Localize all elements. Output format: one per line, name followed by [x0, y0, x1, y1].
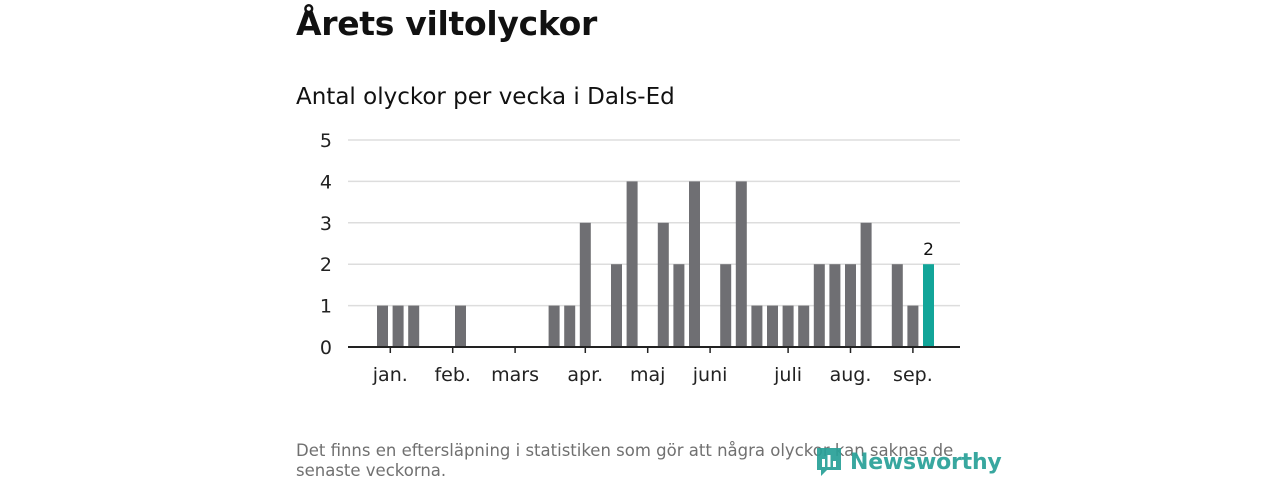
y-tick-label: 0 — [320, 337, 332, 359]
bar — [392, 305, 404, 347]
y-tick-label: 4 — [320, 171, 332, 193]
x-tick-label: jan. — [372, 364, 408, 386]
bar — [564, 305, 576, 347]
newsworthy-icon — [817, 448, 841, 476]
y-tick-label: 2 — [320, 254, 332, 276]
bar — [845, 264, 856, 347]
y-tick-label: 5 — [320, 130, 332, 152]
bar — [720, 264, 732, 347]
bar — [860, 222, 872, 347]
bar — [689, 181, 700, 347]
footnote: Det finns en eftersläpning i statistiken… — [296, 441, 954, 480]
bar — [829, 264, 841, 347]
bar — [907, 305, 919, 347]
page-title: Årets viltolyckor — [296, 4, 597, 43]
bar — [626, 181, 638, 347]
bar — [611, 264, 622, 347]
bar — [782, 305, 794, 347]
y-axis-ticks: 0 1 2 3 4 5 — [320, 130, 332, 359]
x-axis-ticks: jan. feb. mars apr. maj juni juli aug. sep. — [372, 347, 933, 386]
grid-lines — [348, 139, 960, 307]
bar — [735, 181, 747, 347]
bar — [377, 305, 388, 347]
newsworthy-logo[interactable]: Newsworthy — [814, 445, 1002, 479]
x-tick-label: aug. — [830, 364, 872, 386]
bar — [579, 222, 591, 347]
bar — [548, 305, 560, 347]
x-tick-label: juli — [773, 364, 802, 386]
data-label: 2 — [923, 240, 934, 260]
data-labels: 2 — [923, 240, 934, 260]
chart-subtitle: Antal olyckor per vecka i Dals-Ed — [296, 84, 675, 110]
y-tick-label: 3 — [320, 213, 332, 235]
x-tick-label: juni — [692, 364, 728, 386]
bars — [377, 181, 934, 347]
bar — [813, 264, 825, 347]
x-tick-label: maj — [630, 364, 665, 386]
bar — [408, 305, 420, 347]
x-tick-label: apr. — [567, 364, 603, 386]
x-tick-label: feb. — [434, 364, 470, 386]
bar — [673, 264, 685, 347]
y-tick-label: 1 — [320, 296, 332, 318]
bar — [798, 305, 810, 347]
bar-chart: 0 1 2 3 4 5 2 jan. feb. mars apr. maj juni juli aug.… — [320, 130, 960, 386]
bar — [751, 305, 763, 347]
x-tick-label: sep. — [893, 364, 933, 386]
chart-container: Årets viltolyckor Antal olyckor per veck… — [296, 0, 1002, 480]
bar — [767, 305, 778, 347]
bar — [891, 264, 903, 347]
x-tick-label: mars — [491, 364, 539, 386]
brand-name: Newsworthy — [850, 449, 1002, 475]
bar-current-week — [923, 264, 934, 347]
bar — [657, 222, 669, 347]
bar — [455, 305, 466, 347]
